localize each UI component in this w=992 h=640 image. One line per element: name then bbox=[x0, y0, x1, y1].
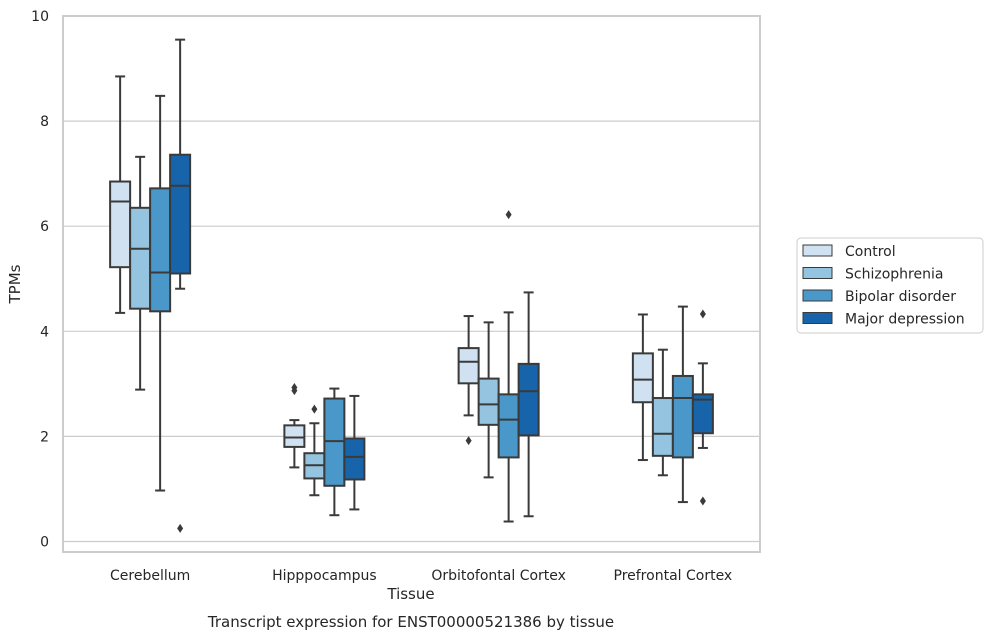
outlier-point bbox=[177, 523, 184, 533]
x-tick-label: Cerebellum bbox=[110, 568, 190, 584]
y-tick-label: 0 bbox=[40, 534, 49, 550]
box-major-depression bbox=[343, 394, 366, 511]
legend-swatch bbox=[802, 267, 833, 279]
box-iqr bbox=[477, 377, 500, 426]
box-iqr bbox=[343, 437, 366, 481]
y-tick-labels: 0 2 4 6 8 10 bbox=[31, 9, 49, 550]
box-iqr bbox=[109, 180, 132, 269]
box-control bbox=[631, 313, 654, 462]
box-iqr bbox=[691, 393, 714, 435]
outlier-point bbox=[465, 436, 472, 446]
y-tick-label: 8 bbox=[40, 114, 49, 130]
box-iqr bbox=[671, 374, 694, 459]
box-schizophrenia bbox=[303, 404, 326, 497]
box-schizophrenia bbox=[129, 155, 152, 391]
box-groups bbox=[109, 38, 714, 533]
box-control bbox=[109, 75, 132, 314]
box-iqr bbox=[129, 206, 152, 310]
legend-swatch bbox=[802, 244, 833, 257]
legend-swatch bbox=[802, 312, 833, 324]
y-tick-label: 4 bbox=[40, 324, 49, 340]
y-tick-label: 2 bbox=[40, 429, 49, 445]
chart-caption: Transcript expression for ENST0000052138… bbox=[207, 613, 614, 631]
legend-label: Control bbox=[845, 244, 896, 260]
box-iqr bbox=[517, 362, 540, 437]
y-axis-label: TPMs bbox=[6, 264, 24, 304]
box-bipolar-disorder bbox=[671, 305, 694, 504]
box-schizophrenia bbox=[477, 321, 500, 479]
box-bipolar-disorder bbox=[497, 210, 520, 523]
legend-frame bbox=[796, 237, 984, 334]
box-iqr bbox=[169, 153, 192, 275]
box-major-depression bbox=[691, 309, 714, 506]
box-bipolar-disorder bbox=[149, 94, 172, 492]
box-iqr bbox=[323, 397, 346, 487]
box-schizophrenia bbox=[651, 348, 674, 477]
outlier-point bbox=[699, 496, 706, 506]
y-tick-label: 6 bbox=[40, 219, 49, 235]
plot-frame bbox=[62, 15, 761, 553]
box-iqr bbox=[457, 347, 480, 385]
legend-label: Bipolar disorder bbox=[845, 289, 956, 305]
x-tick-labels: Cerebellum Hipppocampus Orbitofontal Corte… bbox=[110, 568, 732, 584]
box-control bbox=[457, 315, 480, 446]
x-axis-label: Tissue bbox=[386, 585, 434, 603]
box-bipolar-disorder bbox=[323, 387, 346, 517]
y-tick-label: 10 bbox=[31, 9, 49, 25]
outlier-point bbox=[699, 309, 706, 319]
legend-label: Major depression bbox=[845, 312, 965, 328]
box-major-depression bbox=[169, 38, 192, 533]
outlier-point bbox=[311, 404, 318, 414]
box-major-depression bbox=[517, 291, 540, 518]
legend-swatch bbox=[802, 289, 833, 302]
box-iqr bbox=[651, 397, 674, 457]
x-tick-label: Hipppocampus bbox=[272, 568, 377, 584]
outlier-point bbox=[291, 383, 298, 393]
box-iqr bbox=[283, 424, 306, 448]
legend: Control Schizophrenia Bipolar disorder Majo… bbox=[796, 237, 984, 334]
box-iqr bbox=[631, 352, 654, 404]
box-control bbox=[283, 383, 306, 469]
box-iqr bbox=[497, 393, 520, 459]
x-tick-label: Prefrontal Cortex bbox=[614, 568, 733, 584]
box-iqr bbox=[149, 187, 172, 313]
legend-label: Schizophrenia bbox=[845, 267, 943, 283]
x-tick-label: Orbitofontal Cortex bbox=[431, 568, 566, 584]
outlier-point bbox=[505, 210, 512, 220]
